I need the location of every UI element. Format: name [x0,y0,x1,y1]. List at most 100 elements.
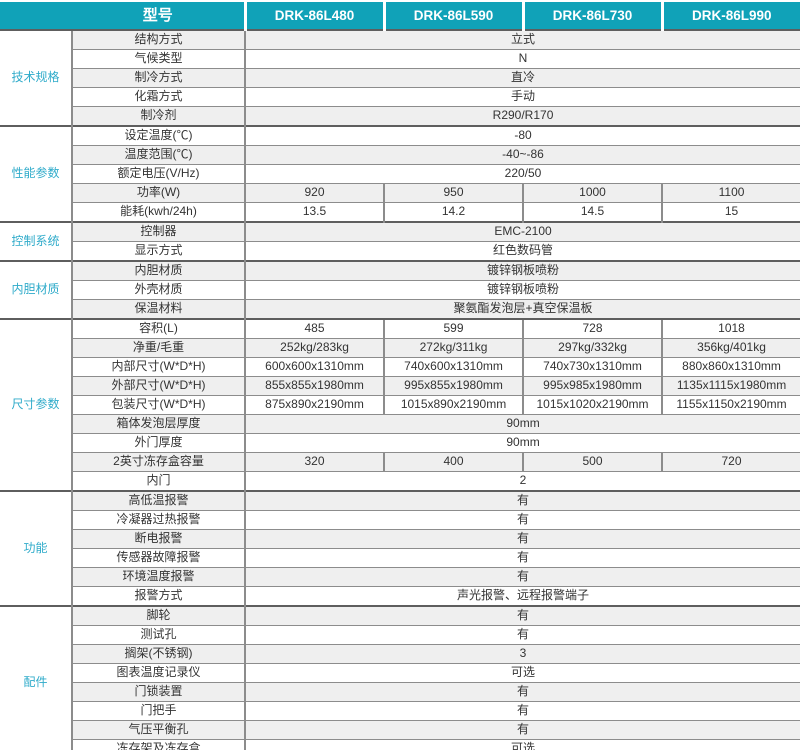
value-cell: 995x855x1980mm [383,376,524,396]
value-cell: 500 [522,452,663,472]
table-row: 门把手有 [0,701,800,721]
table-row: 箱体发泡层厚度 90mm [0,414,800,434]
table-row: 内门 2 [0,471,800,491]
table-row: 制冷方式 直冷 [0,68,800,88]
value-cell: 90mm [245,414,800,434]
param-label-cell: 控制器 [70,221,247,242]
param-label-cell: 制冷剂 [70,106,247,126]
value-cell: 13.5 [245,202,385,222]
value-cell: 有 [245,529,800,549]
table-row: 外壳材质 镀锌钢板喷粉 [0,280,800,300]
value-cell: -40~-86 [245,145,800,165]
param-label-cell: 内胆材质 [70,260,247,281]
value-cell: 立式 [245,29,800,50]
model-header-cell: DRK-86L990 [660,2,800,30]
param-label-cell: 冷凝器过热报警 [70,510,247,530]
value-cell: 485 [245,318,385,339]
value-cell: 聚氨酯发泡层+真空保温板 [245,299,800,319]
param-label-cell: 额定电压(V/Hz) [70,164,247,184]
table-row: 搁架(不锈钢) 3 [0,644,800,664]
value-cell: 599 [383,318,524,339]
group-label-cell: 内胆材质 [0,260,72,319]
value-cell: 1015x1020x2190mm [522,395,663,415]
param-label-cell: 2英寸冻存盒容量 [70,452,247,472]
table-row: 尺寸参数 容积(L) 485 599 728 1018 [0,318,800,491]
value-cell: 有 [245,682,800,702]
param-label-cell: 传感器故障报警 [70,548,247,568]
value-cell: 1015x890x2190mm [383,395,524,415]
value-cell: 728 [522,318,663,339]
table-row: 包装尺寸(W*D*H) 875x890x2190mm 1015x890x2190mm… [0,395,800,415]
param-label-cell: 内部尺寸(W*D*H) [70,357,247,377]
value-cell: 855x855x1980mm [245,376,385,396]
value-cell: 镀锌钢板喷粉 [245,260,800,281]
value-cell: 1155x1150x2190mm [661,395,800,415]
table-row: 外部尺寸(W*D*H) 855x855x1980mm 995x855x1980mm 9… [0,376,800,396]
param-label-cell: 外门厚度 [70,433,247,453]
param-label-cell: 箱体发泡层厚度 [70,414,247,434]
value-cell: 1018 [661,318,800,339]
table-row: 功能 高低温报警有 [0,490,800,606]
table-row: 图表温度记录仪 可选 [0,663,800,683]
value-cell: 400 [383,452,524,472]
value-cell: 3 [245,644,800,664]
table-row: 冻存架及冻存盒 可选 [0,739,800,750]
value-cell: 252kg/283kg [245,338,385,358]
model-label-cell: 型号 [0,2,246,30]
param-label-cell: 温度范围(℃) [70,145,247,165]
table-row: 能耗(kwh/24h) 13.5 14.2 14.5 15 [0,202,800,222]
value-cell: 14.2 [383,202,524,222]
table-row: 保温材料 聚氨酯发泡层+真空保温板 [0,299,800,319]
param-label-cell: 能耗(kwh/24h) [70,202,247,222]
table-row: 配件 脚轮有 [0,605,800,750]
table-row: 2英寸冻存盒容量 320 400 500 720 [0,452,800,472]
value-cell: 950 [383,183,524,203]
table-row: 技术规格 结构方式 立式 [0,29,800,126]
table-row: 测试孔有 [0,625,800,645]
value-cell: 1100 [661,183,800,203]
header-row: 型号 DRK-86L480 DRK-86L590 DRK-86L730 DRK-86L9… [0,2,800,30]
value-cell: 有 [245,720,800,740]
table-row: 化霜方式 手动 [0,87,800,107]
table-row: 内部尺寸(W*D*H) 600x600x1310mm 740x600x1310mm 7… [0,357,800,377]
param-label-cell: 搁架(不锈钢) [70,644,247,664]
table-row: 显示方式 红色数码管 [0,241,800,261]
value-cell: -80 [245,125,800,146]
value-cell: 356kg/401kg [661,338,800,358]
value-cell: 1135x1115x1980mm [661,376,800,396]
param-label-cell: 内门 [70,471,247,491]
value-cell: 14.5 [522,202,663,222]
value-cell: 740x730x1310mm [522,357,663,377]
param-label-cell: 图表温度记录仪 [70,663,247,683]
value-cell: 有 [245,548,800,568]
param-label-cell: 外壳材质 [70,280,247,300]
group-label-cell: 控制系统 [0,221,72,261]
value-cell: 手动 [245,87,800,107]
param-label-cell: 外部尺寸(W*D*H) [70,376,247,396]
value-cell: 红色数码管 [245,241,800,261]
value-cell: 有 [245,605,800,626]
table-row: 传感器故障报警有 [0,548,800,568]
table-row: 冷凝器过热报警有 [0,510,800,530]
value-cell: 可选 [245,663,800,683]
value-cell: 2 [245,471,800,491]
group-label-cell: 技术规格 [0,29,72,126]
table-row: 功率(W) 920 950 1000 1100 [0,183,800,203]
param-label-cell: 断电报警 [70,529,247,549]
table-row: 内胆材质 内胆材质 镀锌钢板喷粉 [0,260,800,319]
param-label-cell: 制冷方式 [70,68,247,88]
value-cell: 875x890x2190mm [245,395,385,415]
value-cell: 有 [245,567,800,587]
table-row: 性能参数 设定温度(℃) -80 [0,125,800,222]
param-label-cell: 化霜方式 [70,87,247,107]
value-cell: 有 [245,490,800,511]
value-cell: 可选 [245,739,800,750]
value-cell: 直冷 [245,68,800,88]
param-label-cell: 环境温度报警 [70,567,247,587]
table-row: 断电报警有 [0,529,800,549]
table-row: 气压平衡孔有 [0,720,800,740]
value-cell: 镀锌钢板喷粉 [245,280,800,300]
param-label-cell: 设定温度(℃) [70,125,247,146]
